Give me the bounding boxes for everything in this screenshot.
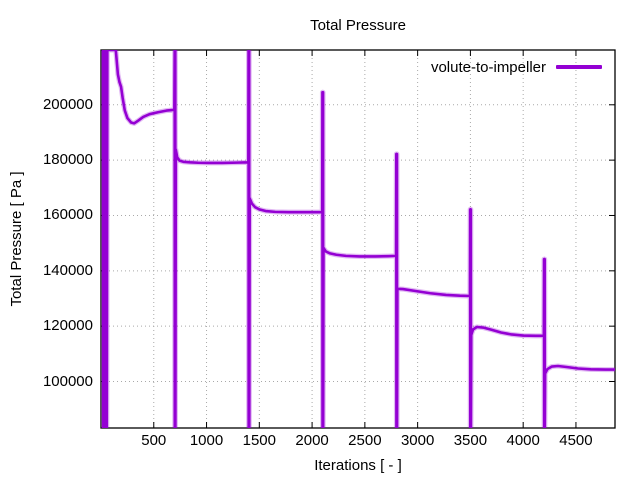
x-tick-label: 1000 [189, 432, 224, 449]
series-line [101, 50, 615, 428]
x-tick-label: 3500 [453, 432, 488, 449]
legend-line-sample [556, 65, 602, 69]
y-tick-label: 180000 [42, 151, 93, 169]
x-tick-label: 3000 [400, 432, 435, 449]
plot-border [100, 49, 616, 429]
x-tick-label: 1500 [242, 432, 276, 449]
legend-label: volute-to-impeller [430, 58, 546, 76]
y-tick-label: 100000 [42, 372, 93, 390]
x-tick-label: 2000 [295, 432, 329, 449]
y-tick-label: 140000 [42, 261, 93, 279]
x-tick-label: 4500 [559, 432, 593, 449]
x-tick-label: 2500 [348, 432, 382, 449]
chart-title: Total Pressure [310, 17, 406, 34]
legend: volute-to-impeller [431, 58, 602, 76]
x-axis-label: Iterations [ - ] [314, 457, 402, 474]
series-line-halo [101, 50, 615, 428]
y-tick-label: 120000 [42, 317, 93, 335]
x-tick-label: 500 [141, 432, 167, 449]
y-tick-label: 200000 [42, 95, 93, 113]
x-tick-label: 4000 [506, 432, 540, 449]
y-tick-label: 160000 [42, 206, 93, 224]
